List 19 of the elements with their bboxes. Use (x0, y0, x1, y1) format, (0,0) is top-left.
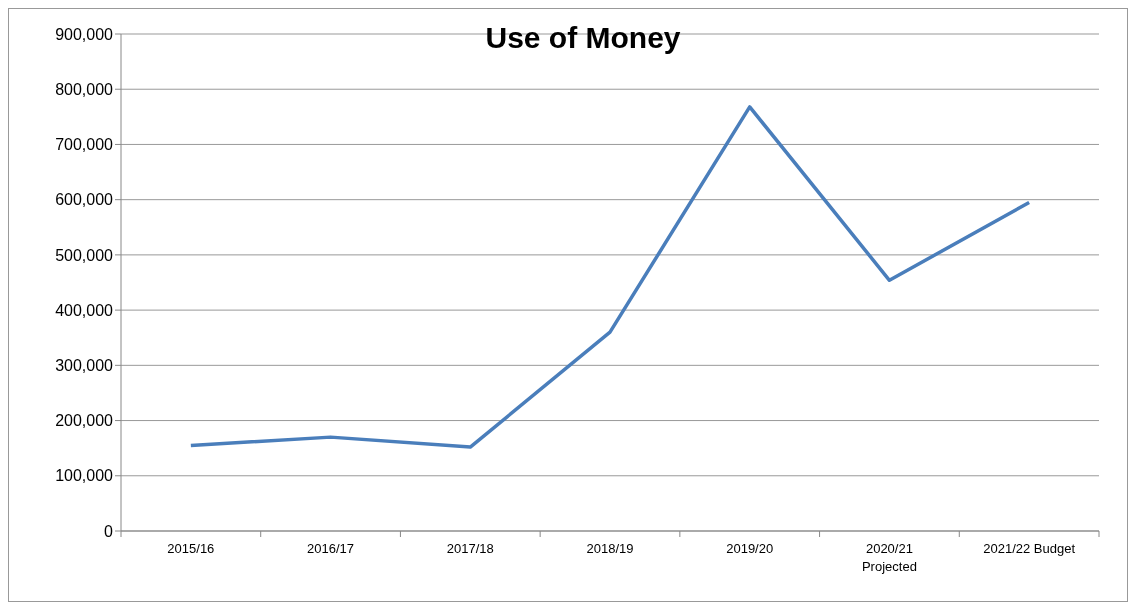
y-tick-label: 600,000 (55, 191, 114, 209)
x-tick-label: 2016/17 (307, 541, 355, 556)
y-tick-label: 400,000 (55, 301, 114, 319)
y-tick-label: 700,000 (55, 136, 114, 154)
y-tick-label: 900,000 (55, 25, 114, 43)
x-tick-label: 2018/19 (586, 541, 634, 556)
line-series (189, 105, 1031, 449)
y-tick-label: 800,000 (55, 80, 114, 98)
x-tick-label: 2017/18 (446, 541, 494, 556)
y-tick-label: 500,000 (55, 246, 114, 264)
chart-title: Use of Money (485, 21, 681, 54)
y-tick-label: 300,000 (55, 357, 114, 375)
y-tick-label: 0 (104, 522, 114, 540)
y-tick-label: 200,000 (55, 412, 114, 430)
x-tick-label: 2015/16 (167, 541, 215, 556)
x-tick-label: 2019/20 (726, 541, 774, 556)
x-tick-label: 2021/22 Budget (983, 541, 1076, 556)
y-tick-label: 100,000 (55, 467, 114, 485)
x-tick-label: 2020/21 Projected (861, 541, 917, 574)
